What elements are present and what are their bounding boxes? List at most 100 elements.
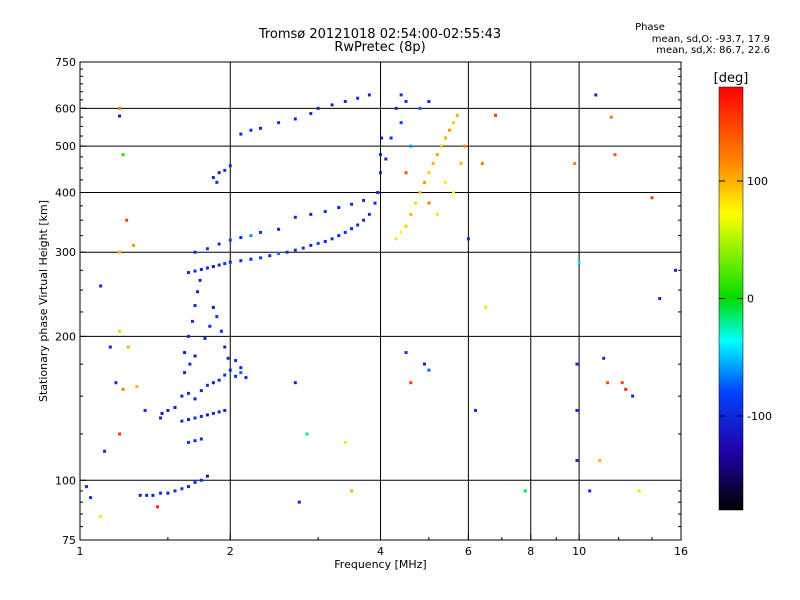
data-point <box>239 371 243 375</box>
chart-subtitle: RwPretec (8p) <box>334 40 426 55</box>
data-point <box>205 474 209 478</box>
y-tick-label: 500 <box>55 140 76 153</box>
data-point <box>427 368 431 372</box>
data-point <box>323 210 327 214</box>
data-point <box>609 115 613 119</box>
data-point <box>409 212 413 216</box>
data-point <box>211 381 215 385</box>
data-point <box>309 243 313 247</box>
data-point <box>215 315 219 319</box>
data-point <box>249 257 253 261</box>
data-point <box>223 408 227 412</box>
data-point <box>193 397 197 401</box>
data-point <box>343 440 347 444</box>
data-point <box>293 215 297 219</box>
data-point <box>193 439 197 443</box>
data-point <box>198 278 202 282</box>
data-point <box>239 366 243 370</box>
data-point <box>211 265 215 269</box>
data-point <box>118 432 122 436</box>
data-point <box>187 334 191 338</box>
data-point <box>239 236 243 240</box>
data-point <box>435 212 439 216</box>
data-point <box>575 458 579 462</box>
y-tick-label: 100 <box>55 474 76 487</box>
data-point <box>350 489 354 493</box>
data-point <box>380 136 384 140</box>
data-point <box>422 180 426 184</box>
x-tick-label: 8 <box>527 545 534 558</box>
data-point <box>598 458 602 462</box>
data-point <box>323 239 327 243</box>
data-point <box>249 234 253 238</box>
data-point <box>193 269 197 273</box>
y-axis-label: Stationary phase Virtual Height [km] <box>37 200 50 402</box>
data-point <box>190 319 194 323</box>
x-tick-label: 1 <box>77 545 84 558</box>
data-point <box>228 238 232 242</box>
data-point <box>575 408 579 412</box>
data-point <box>193 304 197 308</box>
data-point <box>277 227 281 231</box>
data-point <box>223 168 227 172</box>
data-point <box>223 345 227 349</box>
data-point <box>118 114 122 118</box>
data-point <box>173 405 177 409</box>
data-point <box>108 345 112 349</box>
data-point <box>183 351 187 355</box>
data-point <box>494 113 498 117</box>
data-point <box>125 218 129 222</box>
data-point <box>259 256 263 260</box>
data-point <box>205 413 209 417</box>
data-point <box>427 201 431 205</box>
data-point <box>84 485 88 489</box>
data-point <box>463 144 467 148</box>
data-point <box>473 408 477 412</box>
data-point <box>277 252 281 256</box>
data-point <box>118 329 122 333</box>
colorbar-tick-label: 100 <box>747 175 768 188</box>
data-point <box>199 389 203 393</box>
data-point <box>215 180 219 184</box>
data-point <box>135 385 139 389</box>
data-point <box>650 196 654 200</box>
data-point <box>199 414 203 418</box>
data-point <box>203 336 207 340</box>
data-point <box>211 175 215 179</box>
data-point <box>674 268 678 272</box>
data-point <box>159 416 163 420</box>
data-point <box>187 485 191 489</box>
data-point <box>293 248 297 252</box>
data-point <box>451 190 455 194</box>
y-tick-label: 200 <box>55 330 76 343</box>
data-point <box>444 180 448 184</box>
x-tick-label: 16 <box>674 545 688 558</box>
data-point <box>330 237 334 241</box>
data-point <box>451 121 455 125</box>
data-point <box>121 153 125 157</box>
data-point <box>103 449 107 453</box>
data-point <box>480 161 484 165</box>
y-tick-label: 750 <box>55 56 76 69</box>
data-point <box>637 489 641 493</box>
data-point <box>350 227 354 231</box>
data-point <box>211 411 215 415</box>
data-point <box>404 224 408 228</box>
data-point <box>418 106 422 110</box>
data-point <box>193 250 197 254</box>
data-point <box>193 480 197 484</box>
data-point <box>367 93 371 97</box>
data-point <box>309 212 313 216</box>
data-point <box>444 136 448 140</box>
phase-heading: Phase <box>635 22 665 33</box>
data-point <box>193 354 197 358</box>
data-point <box>440 144 444 148</box>
data-point <box>239 259 243 263</box>
data-point <box>356 96 360 100</box>
data-point <box>330 103 334 107</box>
data-point <box>126 345 130 349</box>
data-point <box>620 381 624 385</box>
data-point <box>399 93 403 97</box>
data-point <box>389 136 393 140</box>
data-point <box>399 230 403 234</box>
